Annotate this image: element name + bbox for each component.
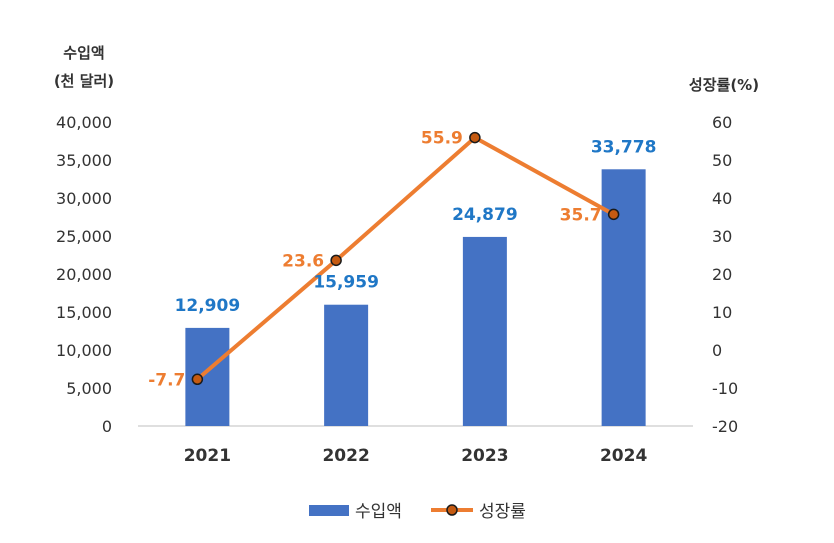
right-tick-label: 0	[712, 341, 722, 360]
line-marker	[330, 254, 342, 267]
growth-line	[196, 135, 615, 381]
right-tick-label: -10	[712, 379, 738, 398]
bar-data-label: 12,909	[175, 296, 241, 316]
left-tick-label: 10,000	[56, 341, 112, 360]
left-axis-title: 수입액 (천 달러)	[54, 44, 114, 90]
left-tick-label: 5,000	[66, 379, 112, 398]
bar-data-label: 15,959	[313, 273, 379, 293]
line-marker	[469, 131, 481, 144]
right-tick-label: 40	[712, 189, 732, 208]
bar-data-label: 24,879	[452, 205, 518, 225]
line-series	[191, 131, 620, 386]
line-marker	[607, 208, 620, 221]
x-axis-categories: 2021 2022 2023 2024	[184, 446, 648, 466]
right-tick-label: 30	[712, 227, 732, 246]
left-axis-ticks: 0 5,000 10,000 15,000 20,000 25,000 30,000 35,0…	[56, 113, 112, 436]
legend: 수입액 성장률	[309, 502, 526, 522]
bar	[324, 304, 369, 426]
left-tick-label: 40,000	[56, 113, 112, 132]
bar-data-label: 33,778	[591, 137, 657, 157]
bar	[185, 327, 230, 426]
legend-label-line: 성장률	[479, 502, 526, 522]
category-label: 2021	[184, 446, 231, 466]
left-tick-label: 25,000	[56, 227, 112, 246]
right-axis-title: 성장률(%)	[689, 76, 759, 94]
right-tick-label: -20	[712, 417, 738, 436]
category-label: 2023	[461, 446, 508, 466]
right-tick-label: 10	[712, 303, 732, 322]
right-axis-ticks: -20 -10 0 10 20 30 40 50 60	[712, 113, 738, 436]
left-tick-label: 20,000	[56, 265, 112, 284]
bar	[462, 236, 507, 426]
right-tick-label: 60	[712, 113, 732, 132]
left-tick-label: 30,000	[56, 189, 112, 208]
legend-label-bars: 수입액	[355, 502, 402, 522]
left-tick-label: 0	[102, 417, 112, 436]
bar-data-labels: 12,909 15,959 24,879 33,778	[175, 137, 657, 316]
line-marker	[191, 373, 204, 386]
legend-bar-swatch	[309, 505, 349, 516]
bar	[601, 169, 646, 426]
left-axis-title-line: (천 달러)	[54, 72, 114, 90]
line-data-label: 35.7	[560, 205, 602, 225]
line-data-label: 55.9	[421, 129, 463, 149]
category-label: 2022	[322, 446, 369, 466]
left-tick-label: 35,000	[56, 151, 112, 170]
line-data-label: -7.7	[148, 370, 185, 390]
legend-line-marker	[446, 504, 458, 516]
right-tick-label: 20	[712, 265, 732, 284]
category-label: 2024	[600, 446, 647, 466]
left-axis-title-line: 수입액	[63, 44, 104, 62]
left-tick-label: 15,000	[56, 303, 112, 322]
right-tick-label: 50	[712, 151, 732, 170]
line-data-labels: -7.7 23.6 55.9 35.7	[148, 129, 601, 391]
line-data-label: 23.6	[282, 251, 324, 271]
